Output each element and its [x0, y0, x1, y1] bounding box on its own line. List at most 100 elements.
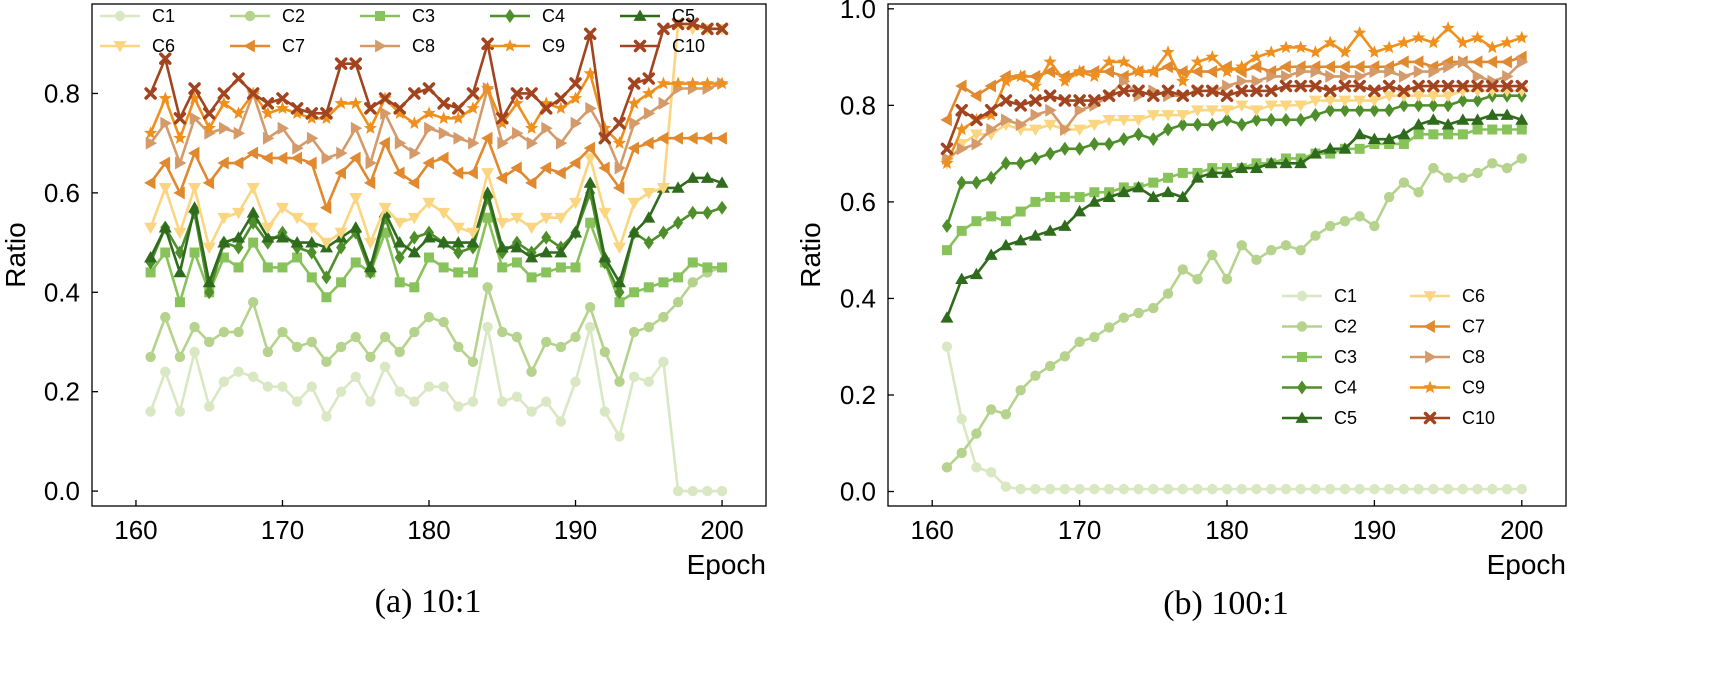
data-point — [144, 250, 158, 263]
data-point — [1457, 129, 1468, 140]
data-point — [510, 87, 524, 100]
legend-marker — [505, 9, 515, 23]
data-point — [1162, 288, 1174, 299]
data-point — [363, 237, 377, 250]
legend-label: C2 — [282, 6, 305, 26]
data-point — [438, 316, 449, 328]
data-point — [1353, 127, 1367, 140]
data-point — [1382, 79, 1396, 93]
data-point — [233, 326, 244, 338]
data-point — [277, 262, 288, 273]
data-point — [525, 222, 539, 235]
data-point — [1501, 162, 1513, 174]
data-point — [1428, 483, 1439, 495]
data-point — [1398, 69, 1411, 83]
data-point — [1294, 79, 1307, 93]
data-point — [971, 175, 982, 190]
data-point — [1089, 136, 1100, 151]
data-point — [291, 396, 303, 407]
data-point — [940, 142, 954, 156]
data-point — [1176, 110, 1190, 122]
data-point — [1205, 65, 1218, 79]
data-point — [188, 183, 202, 195]
data-point — [941, 245, 952, 256]
data-point — [1354, 143, 1365, 154]
data-point — [1472, 124, 1483, 135]
data-point — [1280, 483, 1292, 495]
data-point — [539, 96, 553, 110]
legend-item-c7: C7 — [1410, 317, 1485, 337]
data-point — [1102, 89, 1116, 102]
data-point — [541, 336, 552, 348]
data-point — [144, 87, 157, 100]
data-point — [598, 121, 612, 134]
data-point — [1281, 69, 1293, 83]
data-point — [349, 96, 363, 110]
data-point — [1205, 105, 1219, 117]
series-line-c5 — [149, 176, 723, 284]
data-point — [277, 381, 288, 392]
data-point — [1411, 30, 1426, 44]
data-point — [555, 416, 567, 427]
data-point — [1516, 483, 1527, 495]
data-point — [1427, 79, 1440, 93]
data-point — [1471, 113, 1485, 125]
data-point — [1441, 118, 1455, 130]
data-point — [1426, 113, 1440, 125]
data-point — [1398, 98, 1409, 113]
data-point — [409, 146, 421, 160]
data-point — [160, 366, 171, 378]
data-point — [158, 91, 172, 105]
legend-marker — [244, 10, 256, 22]
data-point — [569, 156, 581, 170]
data-point — [466, 87, 480, 100]
data-point — [1133, 127, 1144, 142]
data-point — [1089, 187, 1100, 198]
data-point — [261, 231, 275, 243]
data-point — [363, 176, 376, 190]
x-tick-label: 170 — [261, 515, 304, 545]
data-point — [554, 246, 568, 258]
data-point — [1133, 307, 1144, 319]
data-point — [1369, 65, 1381, 79]
data-point — [511, 257, 522, 268]
data-point — [656, 183, 670, 195]
data-point — [365, 156, 377, 170]
data-point — [394, 250, 405, 265]
series-line-c4 — [945, 94, 1522, 227]
data-point — [1000, 216, 1011, 227]
series-c9 — [940, 21, 1529, 169]
data-point — [525, 87, 538, 100]
data-point — [1266, 112, 1277, 127]
series-line-c6 — [945, 89, 1522, 165]
data-point — [1308, 45, 1323, 58]
data-point — [424, 252, 434, 263]
data-point — [466, 101, 480, 115]
data-point — [687, 485, 698, 497]
data-point — [1148, 177, 1159, 188]
data-point — [686, 17, 699, 31]
data-point — [940, 113, 952, 127]
data-point — [202, 107, 216, 120]
data-point — [510, 241, 524, 253]
data-point — [1221, 483, 1233, 495]
data-point — [956, 175, 967, 190]
data-point — [262, 381, 274, 392]
data-point — [627, 141, 640, 155]
series-c2 — [941, 153, 1527, 473]
data-point — [1074, 483, 1085, 495]
data-point — [1161, 45, 1175, 58]
legend-item-c5: C5 — [620, 6, 695, 26]
data-point — [658, 277, 669, 288]
data-point — [1441, 21, 1455, 34]
data-point — [584, 321, 596, 333]
data-point — [629, 287, 640, 298]
data-point — [1044, 483, 1056, 495]
data-point — [380, 106, 392, 120]
data-point — [1397, 55, 1409, 69]
data-point — [145, 351, 156, 363]
data-point — [702, 205, 713, 220]
data-point — [627, 96, 641, 110]
data-point — [1045, 103, 1057, 117]
